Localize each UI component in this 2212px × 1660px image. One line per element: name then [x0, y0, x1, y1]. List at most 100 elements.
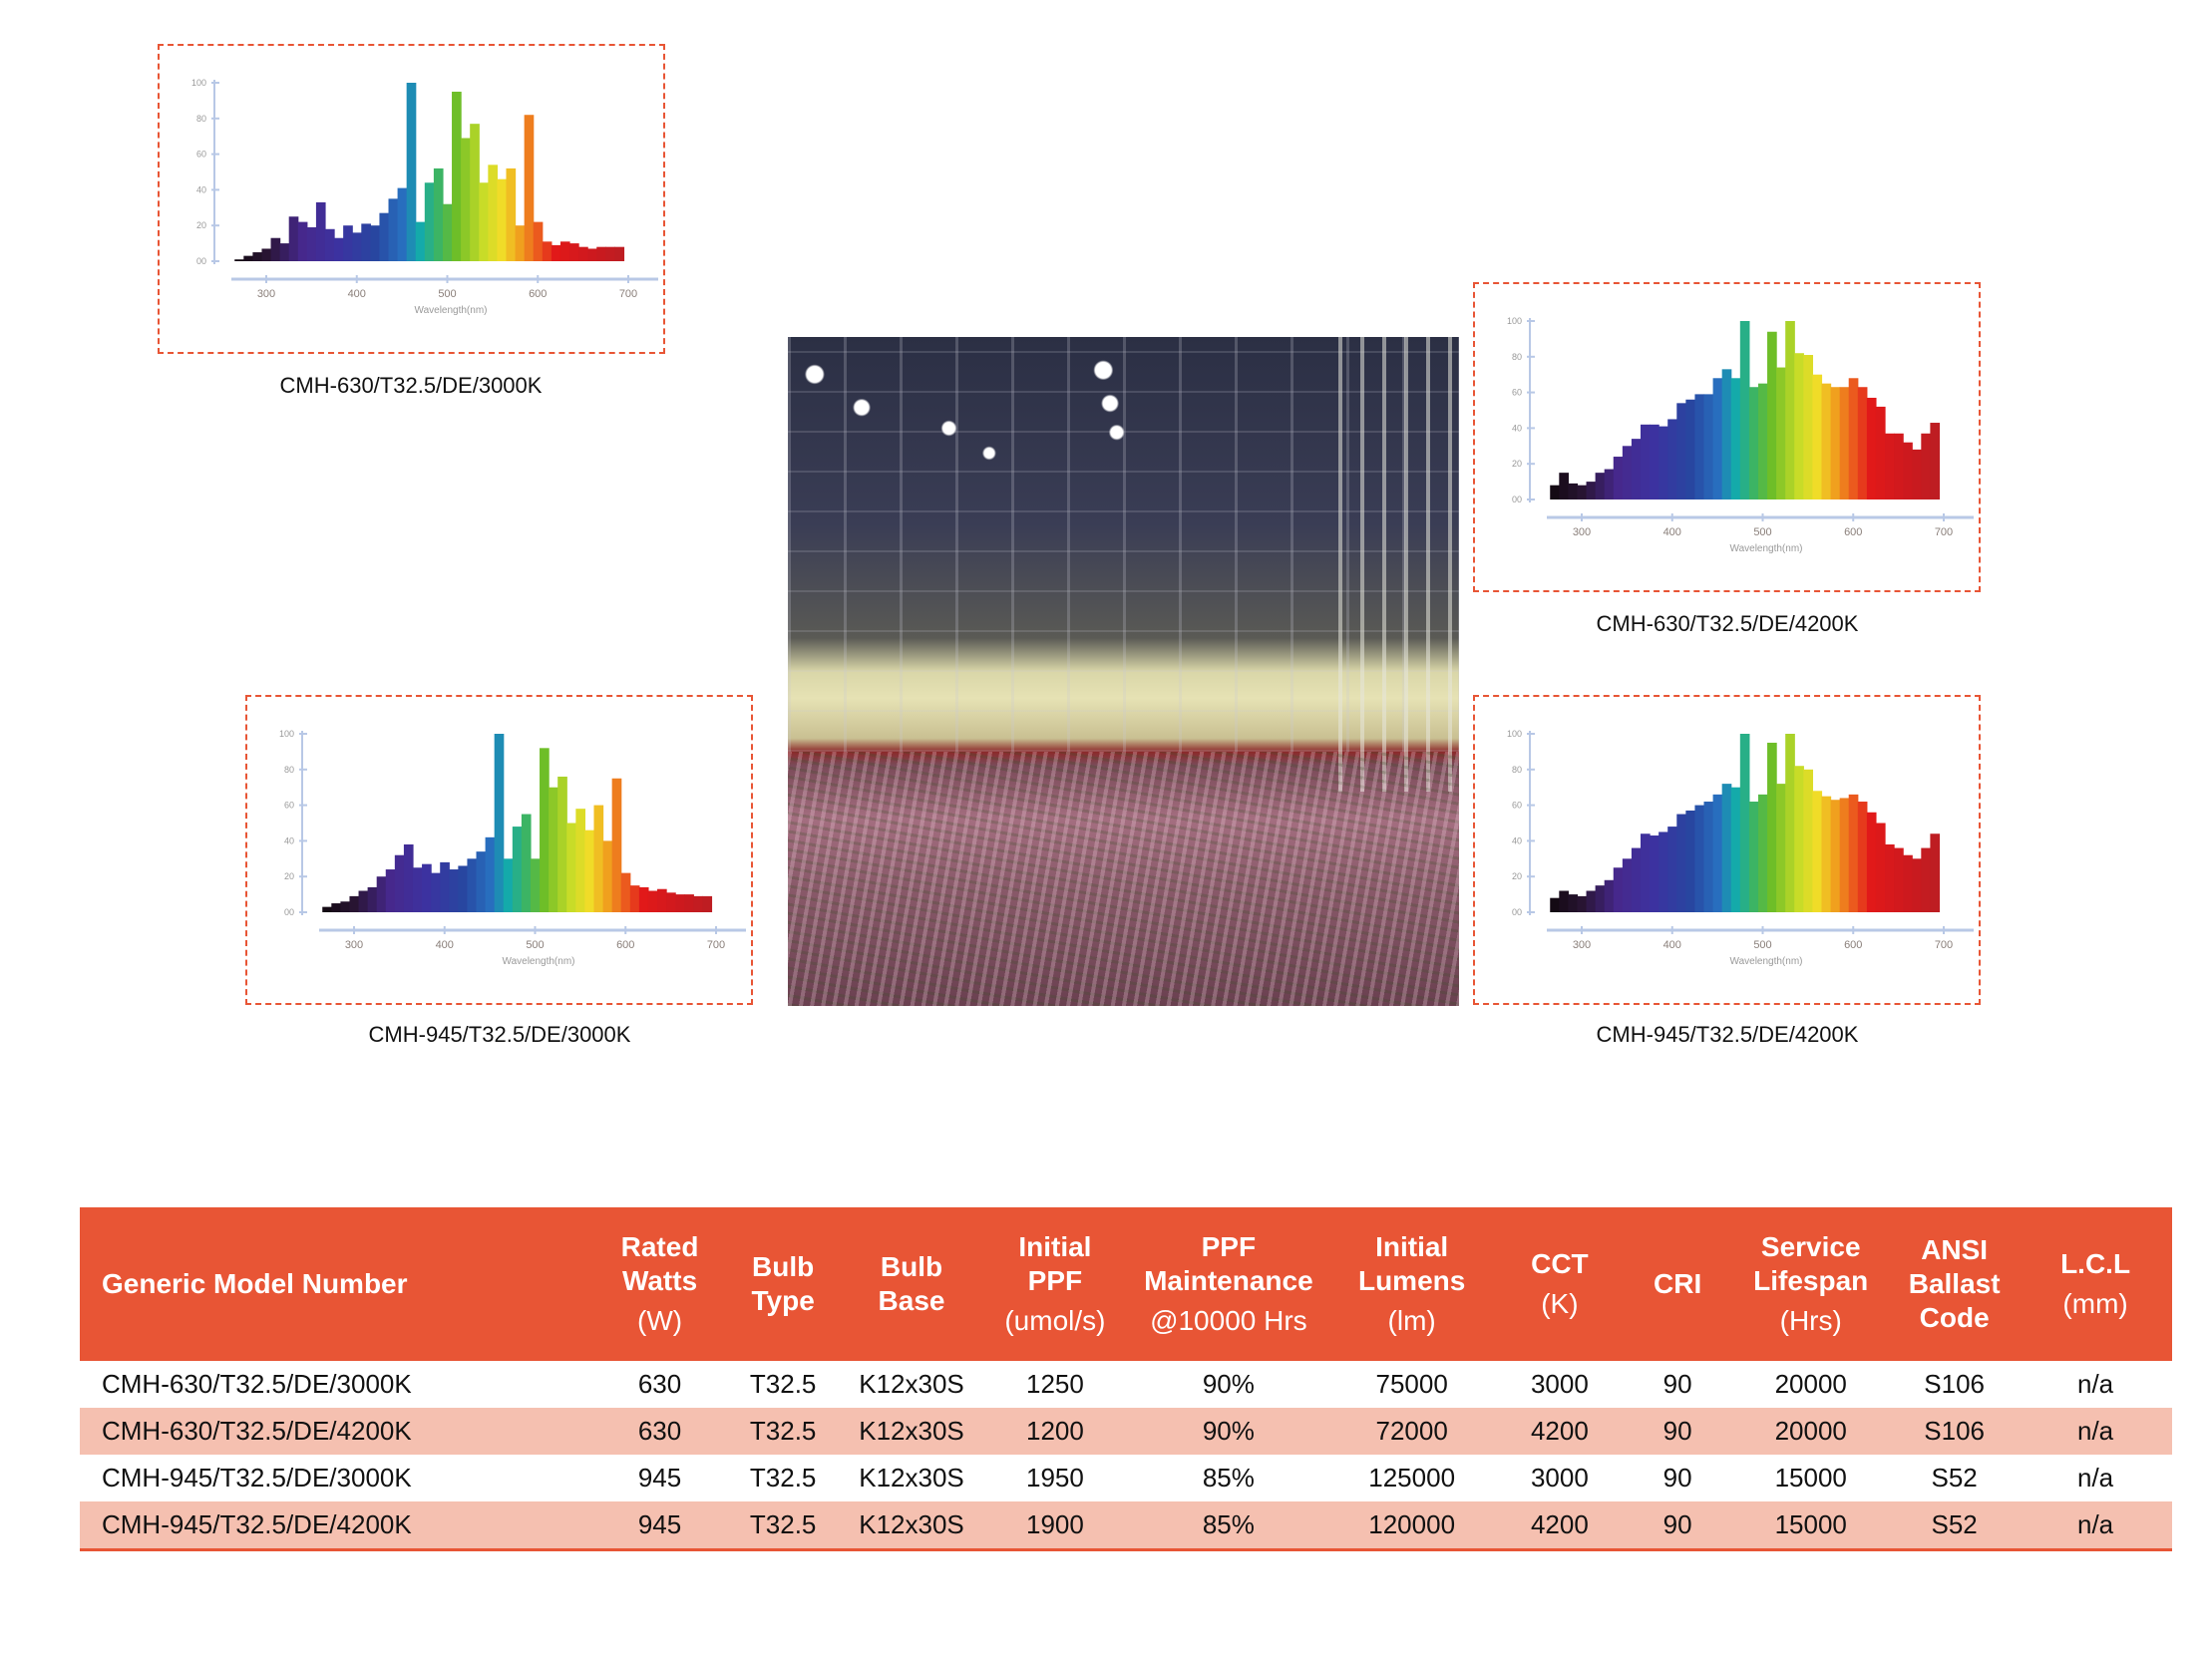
chart-caption: CMH-945/T32.5/DE/4200K: [1596, 1022, 1859, 1047]
spectrum-bar: [675, 894, 685, 912]
spectrum-bar: [440, 861, 450, 912]
spectrum-bar: [1912, 449, 1922, 499]
spectrum-bar: [1803, 769, 1814, 912]
spectrum-bar: [1776, 784, 1786, 912]
spectrum-bar: [1694, 394, 1705, 499]
spectrum-bar: [542, 241, 553, 261]
table-cell: 90: [1623, 1501, 1732, 1551]
x-axis-label: Wavelength(nm): [1730, 956, 1803, 967]
spectrum-bar: [406, 83, 417, 261]
x-tick-label: 700: [1935, 526, 1953, 538]
spectrum-bar: [638, 886, 649, 912]
spectrum-bar: [1730, 787, 1741, 912]
table-row: CMH-945/T32.5/DE/3000K 945 T32.5 K12x30S 195…: [80, 1455, 2172, 1501]
header-label: Rated: [620, 1231, 699, 1262]
x-tick-label: 400: [348, 288, 366, 300]
spectrum-bar: [557, 776, 567, 912]
spectrum-bar: [1857, 387, 1868, 499]
spectrum-bar: [343, 225, 353, 261]
x-tick-label: 300: [1573, 939, 1591, 951]
table-cell: n/a: [2076, 1369, 2114, 1399]
table-cell: n/a: [2019, 1501, 2172, 1551]
spectrum-bar: [349, 895, 360, 912]
spectrum-bar: [422, 863, 432, 912]
y-tick-label: 20: [1512, 871, 1522, 881]
header-unit: (Hrs): [1779, 1305, 1842, 1336]
table-cell: 3000: [1530, 1369, 1589, 1399]
spectrum-bar: [1885, 433, 1895, 499]
spectrum-bar: [1550, 897, 1560, 912]
spectrum-bar: [1694, 805, 1705, 912]
spectrum-bar: [1631, 847, 1642, 912]
header-label: Bulb: [752, 1251, 815, 1282]
spectrum-bar: [397, 187, 408, 261]
y-tick-label: 40: [1512, 423, 1522, 433]
spectrum-bar: [1757, 794, 1768, 912]
spectrum-bar: [629, 885, 640, 912]
x-tick-label: 600: [616, 939, 634, 951]
spectrum-bar: [1776, 367, 1786, 499]
spectrum-bar: [497, 178, 508, 261]
table-cell: n/a: [2019, 1408, 2172, 1455]
header-label: Bulb: [880, 1251, 943, 1282]
header-unit: (lm): [1387, 1305, 1436, 1336]
spectrum-bar: [467, 858, 478, 912]
spectrum-bar: [1894, 847, 1904, 912]
table-cell: K12x30S: [842, 1501, 981, 1551]
spectrum-bar: [1748, 387, 1759, 499]
spectrum-bar: [684, 894, 694, 912]
table-cell: 20000: [1731, 1408, 1891, 1455]
spectrum-bar: [1676, 403, 1686, 499]
spectrum-bar: [1767, 742, 1777, 912]
spectrum-bar: [461, 138, 471, 261]
spectrum-bar: [331, 903, 341, 912]
table-cell: 90: [1662, 1369, 1692, 1399]
spectrum-bar: [693, 895, 703, 912]
spectrum-bar: [1559, 473, 1569, 499]
spectrum-bar: [533, 221, 544, 261]
spectrum-bar: [243, 255, 253, 261]
header-unit: (W): [637, 1305, 683, 1336]
spectrum-bar: [1739, 321, 1750, 499]
spectrum-bar: [1640, 424, 1651, 499]
x-tick-label: 300: [345, 939, 363, 951]
spectrum-bar: [452, 91, 462, 261]
spectrum-bar: [1676, 814, 1686, 912]
spectrum-bar: [1785, 734, 1795, 912]
spectrum-bar: [1848, 378, 1859, 499]
spectrum-bar: [1739, 734, 1750, 912]
header-label: Initial: [1018, 1231, 1092, 1262]
spectrum-bar: [334, 237, 344, 261]
spectrum-bar: [503, 858, 514, 912]
table-cell: 120000: [1327, 1501, 1496, 1551]
spectrum-bar: [1613, 867, 1624, 912]
table-cell: K12x30S: [859, 1369, 964, 1399]
spectrum-bar: [1812, 374, 1823, 499]
table-cell: 3000: [1530, 1463, 1589, 1493]
header-unit: (K): [1541, 1288, 1579, 1319]
spectrum-bar: [515, 225, 526, 261]
table-cell: K12x30S: [842, 1408, 981, 1455]
spectrum-bar: [506, 167, 517, 261]
greenhouse-photo: [788, 337, 1459, 1006]
spectrum-bar: [593, 805, 604, 912]
x-tick-label: 500: [1753, 526, 1771, 538]
spectrum-bar: [611, 778, 622, 912]
y-tick-label: 40: [196, 184, 206, 194]
table-cell: 630: [595, 1408, 724, 1455]
spectrum-bar: [1631, 439, 1642, 499]
x-tick-label: 300: [1573, 526, 1591, 538]
table-cell: S52: [1931, 1463, 1978, 1493]
spectrum-bar: [1921, 847, 1931, 912]
spectrum-bar: [370, 225, 381, 261]
table-cell: CMH-630/T32.5/DE/4200K: [80, 1408, 596, 1455]
spectrum-bar: [1794, 353, 1804, 499]
spectrum-bar: [261, 248, 272, 261]
table-cell: CMH-945/T32.5/DE/3000K: [102, 1463, 412, 1493]
spectrum-bar: [1785, 321, 1795, 499]
x-tick-label: 600: [1844, 939, 1862, 951]
header-label: Initial: [1375, 1231, 1449, 1262]
spectrum-bar: [1875, 406, 1886, 499]
column-header: Initial PPF (umol/s): [980, 1207, 1130, 1361]
spectrum-bar: [315, 201, 326, 261]
